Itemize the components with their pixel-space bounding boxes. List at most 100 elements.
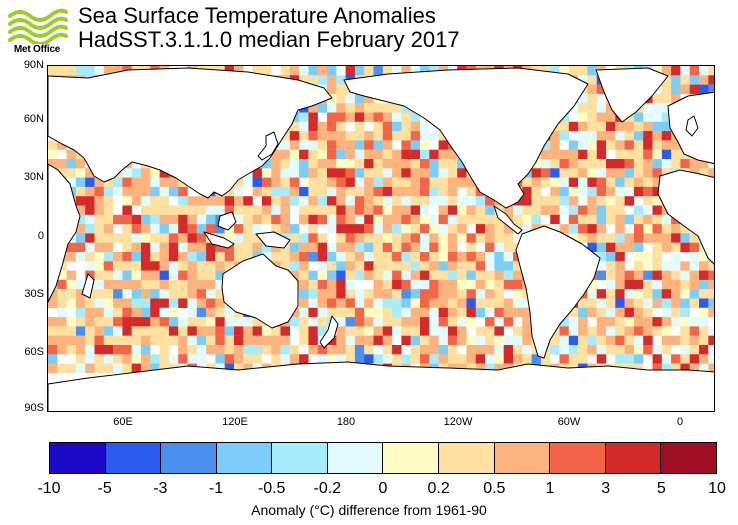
anomaly-cell bbox=[66, 168, 77, 178]
anomaly-cell bbox=[345, 149, 356, 160]
anomaly-cell bbox=[317, 307, 328, 318]
anomaly-cell bbox=[410, 168, 421, 178]
anomaly-cell bbox=[103, 233, 114, 243]
anomaly-cell bbox=[401, 131, 411, 141]
anomaly-cell bbox=[187, 233, 197, 243]
anomaly-cell bbox=[280, 149, 290, 160]
anomaly-cell bbox=[57, 159, 67, 169]
anomaly-cell bbox=[568, 103, 579, 113]
anomaly-cell bbox=[708, 298, 714, 308]
anomaly-cell bbox=[168, 270, 179, 281]
anomaly-cell bbox=[336, 279, 346, 290]
anomaly-cell bbox=[224, 335, 235, 346]
anomaly-cell bbox=[75, 289, 86, 299]
anomaly-cell bbox=[708, 345, 714, 355]
anomaly-cell bbox=[540, 177, 551, 188]
anomaly-cell bbox=[94, 289, 104, 299]
anomaly-cell bbox=[652, 93, 662, 104]
anomaly-cell bbox=[410, 270, 421, 281]
anomaly-cell bbox=[178, 261, 188, 271]
anomaly-cell bbox=[587, 289, 597, 299]
anomaly-cell bbox=[429, 131, 439, 141]
anomaly-cell bbox=[550, 335, 560, 346]
anomaly-cell bbox=[178, 279, 188, 290]
anomaly-cell bbox=[531, 186, 542, 197]
anomaly-cell bbox=[457, 317, 467, 327]
anomaly-cell bbox=[633, 335, 644, 346]
anomaly-cell bbox=[689, 159, 700, 169]
anomaly-cell bbox=[438, 307, 449, 318]
colorbar-swatch bbox=[50, 443, 106, 473]
anomaly-cell bbox=[178, 196, 188, 206]
anomaly-cell bbox=[215, 252, 225, 262]
anomaly-cell bbox=[633, 159, 644, 169]
anomaly-cell bbox=[578, 93, 588, 104]
anomaly-cell bbox=[336, 345, 346, 355]
anomaly-cell bbox=[66, 66, 77, 76]
anomaly-cell bbox=[261, 196, 272, 206]
anomaly-cell bbox=[336, 354, 346, 364]
anomaly-cell bbox=[624, 121, 635, 132]
anomaly-cell bbox=[457, 224, 467, 234]
anomaly-cell bbox=[382, 233, 393, 243]
anomaly-cell bbox=[661, 168, 672, 178]
anomaly-cell bbox=[271, 326, 281, 336]
anomaly-cell bbox=[540, 354, 551, 364]
anomaly-cell bbox=[522, 186, 532, 197]
anomaly-cell bbox=[429, 196, 439, 206]
anomaly-cell bbox=[624, 159, 635, 169]
anomaly-cell bbox=[196, 279, 207, 290]
anomaly-cell bbox=[671, 354, 681, 364]
anomaly-cell bbox=[699, 84, 709, 95]
anomaly-cell bbox=[373, 149, 383, 160]
anomaly-cell bbox=[382, 289, 393, 299]
anomaly-cell bbox=[503, 252, 514, 262]
anomaly-cell bbox=[689, 75, 700, 85]
anomaly-cell bbox=[215, 289, 225, 299]
anomaly-cell bbox=[224, 354, 235, 364]
anomaly-cell bbox=[578, 326, 588, 336]
anomaly-cell bbox=[420, 224, 430, 234]
anomaly-cell bbox=[252, 66, 263, 76]
anomaly-cell bbox=[122, 354, 132, 364]
anomaly-cell bbox=[243, 177, 253, 188]
anomaly-cell bbox=[317, 103, 328, 113]
anomaly-cell bbox=[522, 354, 532, 364]
anomaly-cell bbox=[559, 159, 569, 169]
anomaly-cell bbox=[57, 335, 67, 346]
anomaly-cell bbox=[299, 66, 309, 76]
anomaly-cell bbox=[75, 159, 86, 169]
colorbar-tick-label: 0.2 bbox=[427, 480, 450, 497]
anomaly-cell bbox=[392, 103, 402, 113]
anomaly-cell bbox=[708, 326, 714, 336]
anomaly-cell bbox=[122, 261, 132, 271]
lat-label-60s: 60S bbox=[24, 346, 44, 358]
anomaly-cell bbox=[66, 317, 77, 327]
anomaly-cell bbox=[503, 270, 514, 281]
anomaly-cell bbox=[206, 196, 216, 206]
anomaly-cell bbox=[103, 205, 114, 215]
anomaly-cell bbox=[410, 177, 421, 188]
anomaly-cell bbox=[401, 121, 411, 132]
anomaly-cell bbox=[382, 140, 393, 150]
anomaly-cell bbox=[66, 326, 77, 336]
anomaly-cell bbox=[550, 205, 560, 215]
anomaly-cell bbox=[327, 93, 337, 104]
anomaly-cell bbox=[392, 307, 402, 318]
anomaly-cell bbox=[671, 242, 681, 253]
anomaly-cell bbox=[559, 131, 569, 141]
anomaly-cell bbox=[671, 252, 681, 262]
anomaly-cell bbox=[299, 298, 309, 308]
anomaly-cell bbox=[429, 307, 439, 318]
anomaly-cell bbox=[131, 270, 142, 281]
anomaly-cell bbox=[94, 177, 104, 188]
anomaly-cell bbox=[187, 252, 197, 262]
anomaly-cell bbox=[327, 345, 337, 355]
anomaly-cell bbox=[336, 131, 346, 141]
anomaly-cell bbox=[587, 214, 597, 225]
anomaly-cell bbox=[680, 233, 690, 243]
anomaly-cell bbox=[178, 298, 188, 308]
anomaly-cell bbox=[513, 261, 523, 271]
anomaly-cell bbox=[280, 326, 290, 336]
anomaly-cell bbox=[522, 345, 532, 355]
